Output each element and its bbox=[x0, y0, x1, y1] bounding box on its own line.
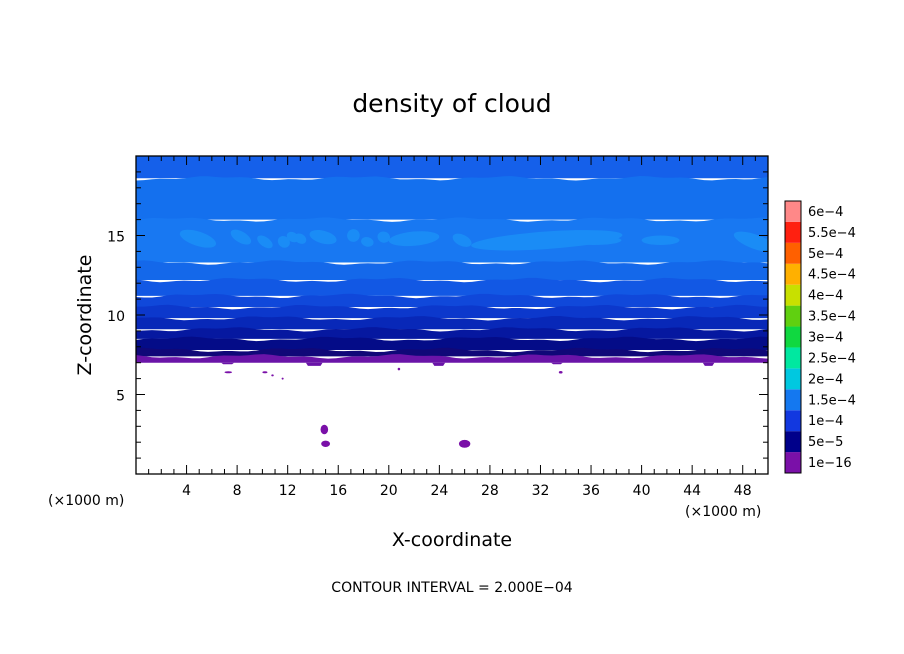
colorbar-swatch bbox=[785, 242, 801, 264]
colorbar-label: 3e−4 bbox=[808, 331, 843, 346]
colorbar-label: 1e−4 bbox=[808, 414, 843, 429]
density-speck bbox=[271, 374, 274, 377]
colorbar-swatch bbox=[785, 410, 801, 432]
colorbar-frame bbox=[784, 200, 802, 474]
density-band bbox=[136, 336, 768, 350]
density-patch bbox=[471, 230, 623, 251]
y-tick-label: 10 bbox=[107, 309, 125, 325]
density-patch bbox=[377, 231, 391, 243]
density-patch bbox=[309, 229, 337, 245]
density-band bbox=[136, 277, 768, 296]
density-patch bbox=[347, 229, 360, 242]
y-tick-label: 5 bbox=[116, 389, 125, 405]
density-band bbox=[136, 293, 768, 308]
x-unit-left: (×1000 m) bbox=[48, 493, 124, 509]
density-specks bbox=[221, 362, 715, 448]
x-tick-label: 36 bbox=[582, 483, 600, 499]
cloud-base-bump bbox=[702, 362, 715, 366]
colorbar-swatch bbox=[785, 452, 801, 473]
colorbar-swatch bbox=[785, 284, 801, 306]
colorbar-swatch bbox=[785, 389, 801, 411]
colorbar-label: 1.5e−4 bbox=[808, 393, 856, 408]
density-speck bbox=[458, 439, 471, 448]
colorbar-swatch bbox=[785, 305, 801, 327]
y-tick-labels: 5 10 15 bbox=[107, 230, 125, 405]
cloud-base-bump bbox=[221, 362, 235, 365]
density-speck bbox=[397, 367, 401, 371]
colorbar-label: 2e−4 bbox=[808, 372, 843, 387]
x-tick-label: 44 bbox=[683, 483, 701, 499]
axis-ticks bbox=[136, 156, 768, 474]
colorbar-label: 2.5e−4 bbox=[808, 351, 856, 366]
density-patch bbox=[277, 235, 290, 248]
density-band bbox=[136, 327, 768, 339]
colorbar-label: 4e−4 bbox=[808, 289, 843, 304]
colorbar-swatch bbox=[785, 201, 801, 222]
density-bands bbox=[136, 156, 768, 363]
colorbar-swatch bbox=[785, 368, 801, 390]
contour-interval-note: CONTOUR INTERVAL = 2.000E−04 bbox=[331, 580, 572, 596]
x-unit-right: (×1000 m) bbox=[685, 504, 761, 520]
density-band bbox=[136, 217, 768, 263]
density-speck bbox=[558, 370, 563, 374]
density-band bbox=[136, 347, 768, 357]
x-tick-label: 8 bbox=[233, 483, 242, 499]
density-patch bbox=[361, 236, 374, 247]
x-axis-label: X-coordinate bbox=[392, 529, 512, 551]
colorbar-label: 3.5e−4 bbox=[808, 310, 856, 325]
colorbar-swatch bbox=[785, 431, 801, 453]
x-tick-label: 12 bbox=[279, 483, 297, 499]
x-tick-label: 24 bbox=[430, 483, 448, 499]
density-speck bbox=[262, 371, 268, 374]
x-tick-label: 32 bbox=[532, 483, 550, 499]
density-band bbox=[136, 176, 768, 220]
x-tick-label: 28 bbox=[481, 483, 499, 499]
density-patch bbox=[733, 231, 768, 253]
x-tick-label: 16 bbox=[329, 483, 347, 499]
y-tick-label: 15 bbox=[107, 230, 125, 246]
colorbar-swatch bbox=[785, 263, 801, 285]
density-patch bbox=[452, 233, 472, 247]
density-speck bbox=[321, 440, 331, 447]
colorbar-label: 5e−4 bbox=[808, 247, 843, 262]
colorbar-label: 5e−5 bbox=[808, 435, 843, 450]
colorbar-label: 6e−4 bbox=[808, 205, 843, 220]
colorbar-label: 4.5e−4 bbox=[808, 268, 856, 283]
density-patch bbox=[641, 235, 680, 246]
x-tick-labels: 4 8 12 16 20 24 28 32 36 40 44 48 bbox=[182, 483, 752, 499]
x-tick-label: 40 bbox=[633, 483, 651, 499]
y-axis-label: Z-coordinate bbox=[74, 255, 96, 376]
density-speck bbox=[281, 377, 284, 380]
contour-field bbox=[136, 156, 768, 474]
density-patch bbox=[388, 231, 440, 247]
density-band bbox=[136, 354, 768, 363]
density-speck bbox=[320, 424, 329, 435]
colorbar-swatch bbox=[785, 347, 801, 369]
colorbar: 1e−16 5e−5 1e−4 1.5e−4 2e−4 2.5e−4 3e−4 3.5e−4 4… bbox=[784, 200, 856, 474]
density-speck bbox=[224, 371, 233, 374]
x-tick-label: 48 bbox=[734, 483, 752, 499]
density-band bbox=[136, 260, 768, 281]
colorbar-swatch bbox=[785, 326, 801, 348]
density-band bbox=[136, 304, 768, 319]
chart-title: density of cloud bbox=[352, 89, 551, 118]
density-patch bbox=[257, 235, 273, 249]
density-patch bbox=[294, 233, 307, 244]
density-band bbox=[136, 156, 768, 179]
density-patches bbox=[179, 229, 768, 253]
density-patch bbox=[230, 229, 252, 245]
cloud-base-bump bbox=[432, 362, 446, 366]
cloud-base-bump bbox=[305, 362, 323, 366]
colorbar-label: 1e−16 bbox=[808, 456, 852, 471]
cloud-base-bump bbox=[551, 362, 563, 365]
x-tick-label: 4 bbox=[182, 483, 191, 499]
x-tick-label: 20 bbox=[380, 483, 398, 499]
colorbar-label: 5.5e−4 bbox=[808, 226, 856, 241]
density-patch bbox=[565, 235, 622, 246]
density-band bbox=[136, 316, 768, 330]
colorbar-swatch bbox=[785, 221, 801, 243]
density-patch bbox=[179, 229, 217, 248]
